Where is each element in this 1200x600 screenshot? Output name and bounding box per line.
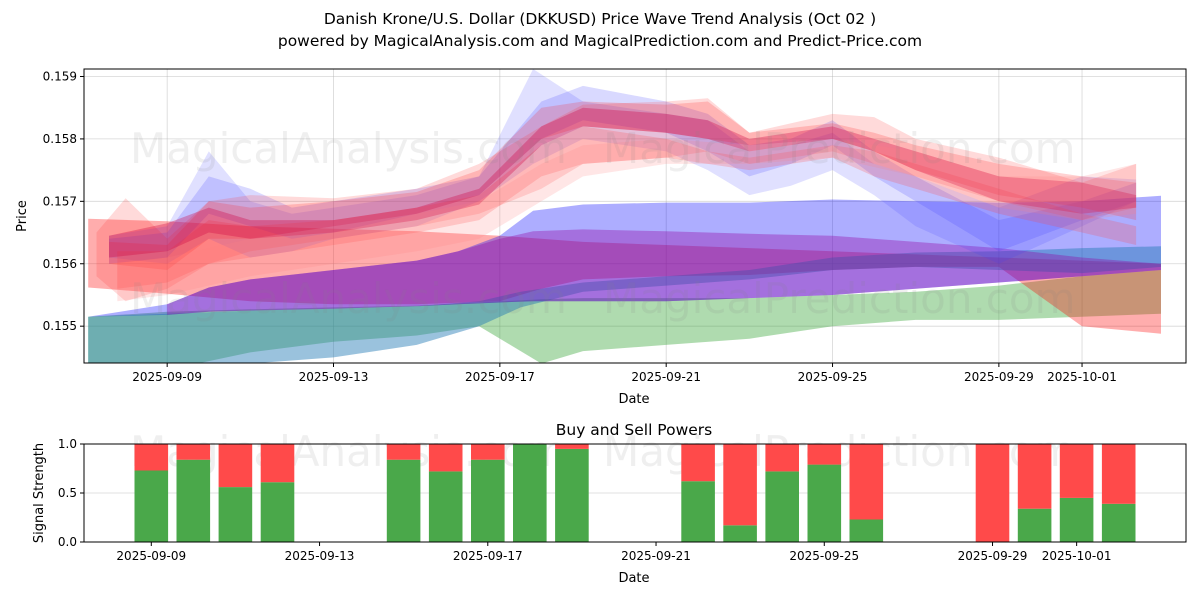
- x-tick-label: 2025-09-17: [453, 549, 523, 563]
- price-axes: 2025-09-09 2025-09-13 2025-09-17 2025-09-21…: [43, 69, 1117, 384]
- buy-bar: [807, 464, 842, 542]
- sell-bar: [134, 444, 169, 471]
- band-short-blue-2: [109, 85, 1137, 264]
- price-bands: [88, 69, 1162, 363]
- buy-bar: [513, 444, 547, 542]
- y-tick-label: 0.157: [43, 194, 77, 208]
- buy-bar: [723, 525, 757, 542]
- y-tick-label: 0.0: [58, 535, 77, 549]
- band-short-blue-1: [109, 69, 1137, 264]
- x-tick-label: 2025-09-09: [116, 549, 186, 563]
- buy-bar: [555, 448, 589, 542]
- band-long-blue: [88, 195, 1162, 317]
- signal-chart-title: Buy and Sell Powers: [556, 421, 713, 439]
- sell-bar: [1017, 444, 1052, 509]
- buy-bar: [218, 487, 253, 542]
- sell-bar: [260, 444, 295, 483]
- band-short-red-2: [109, 101, 1137, 270]
- buy-bar: [1017, 508, 1052, 542]
- x-tick-label: 2025-09-21: [621, 549, 691, 563]
- sell-bar: [1059, 444, 1094, 498]
- price-ylabel: Price: [15, 200, 30, 232]
- buy-bar: [176, 459, 211, 542]
- x-tick-label: 2025-09-29: [964, 370, 1034, 384]
- x-tick-label: 2025-10-01: [1042, 549, 1112, 563]
- y-tick-label: 0.5: [58, 486, 77, 500]
- y-tick-label: 0.158: [43, 132, 77, 146]
- buy-bar: [1101, 503, 1136, 542]
- buy-bar: [428, 471, 463, 542]
- x-tick-label: 2025-09-25: [789, 549, 859, 563]
- watermark-text: MagicalPrediction.com: [603, 124, 1076, 173]
- sell-bar: [218, 444, 253, 488]
- price-grid: [84, 69, 1186, 363]
- sell-bar: [471, 444, 505, 460]
- sell-bar: [681, 444, 715, 482]
- buy-bar: [386, 459, 421, 542]
- sell-bar: [176, 444, 211, 460]
- x-tick-label: 2025-09-25: [798, 370, 868, 384]
- band-long-red: [88, 218, 1162, 334]
- watermark-text: MagicalPrediction.com: [603, 274, 1076, 323]
- y-tick-label: 0.159: [43, 69, 77, 83]
- buy-bar: [849, 519, 884, 542]
- chart-title: Danish Krone/U.S. Dollar (DKKUSD) Price …: [323, 10, 877, 28]
- x-tick-label: 2025-09-29: [958, 549, 1028, 563]
- chart-subtitle: powered by MagicalAnalysis.com and Magic…: [277, 32, 923, 50]
- signal-ylabel: Signal Strength: [32, 443, 47, 543]
- sell-bar: [386, 444, 421, 460]
- band-short-crimson: [109, 107, 1137, 258]
- sell-bar: [1101, 444, 1136, 504]
- signal-bars: [134, 444, 1136, 542]
- x-tick-label: 2025-09-17: [465, 370, 535, 384]
- x-tick-label: 2025-09-13: [285, 549, 355, 563]
- price-axes-frame: [83, 68, 1187, 364]
- watermark-text: MagicalAnalysis.com: [130, 124, 567, 173]
- sell-bar: [975, 444, 1010, 542]
- band-long-teal: [88, 246, 1161, 363]
- y-tick-label: 0.155: [43, 319, 77, 333]
- buy-bar: [471, 459, 505, 542]
- sell-bar: [428, 444, 463, 472]
- sell-bar: [555, 444, 589, 449]
- sell-bar: [723, 444, 757, 526]
- sell-bar: [765, 444, 799, 472]
- band-short-red-1: [96, 98, 1137, 302]
- signal-xlabel: Date: [618, 571, 649, 586]
- x-tick-label: 2025-10-01: [1047, 370, 1117, 384]
- buy-bar: [681, 481, 715, 542]
- buy-bar: [1059, 497, 1094, 542]
- y-tick-label: 0.156: [43, 257, 77, 271]
- signal-axes: 0.0 0.5 1.0 2025-09-09 2025-09-13 2025-09-17 2…: [58, 437, 1112, 563]
- x-tick-label: 2025-09-09: [132, 370, 202, 384]
- x-tick-label: 2025-09-13: [299, 370, 369, 384]
- sell-bar: [849, 444, 884, 520]
- band-long-green: [88, 270, 1161, 363]
- sell-bar: [807, 444, 842, 465]
- watermark-group: MagicalAnalysis.com MagicalPrediction.co…: [130, 124, 1076, 323]
- buy-bar: [134, 470, 169, 542]
- price-xlabel: Date: [618, 392, 649, 407]
- x-tick-label: 2025-09-21: [631, 370, 701, 384]
- band-long-purple: [167, 229, 1161, 315]
- buy-bar: [260, 482, 295, 542]
- band-short-red-3: [117, 126, 1137, 289]
- y-tick-label: 1.0: [58, 437, 77, 451]
- watermark-text: MagicalAnalysis.com: [130, 274, 567, 323]
- buy-bar: [765, 471, 799, 542]
